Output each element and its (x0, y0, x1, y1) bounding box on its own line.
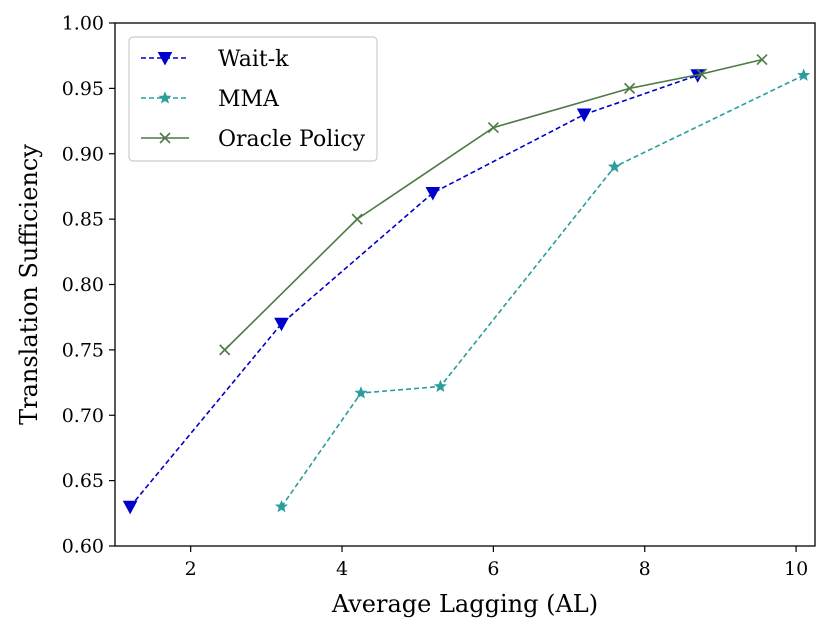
series-layer (122, 54, 811, 515)
data-point (274, 499, 288, 513)
x-tick-label: 10 (784, 558, 808, 580)
data-point (797, 68, 811, 81)
data-point (219, 344, 231, 356)
data-point (122, 500, 138, 515)
data-point (425, 186, 441, 201)
data-point (576, 108, 592, 123)
legend-marker (159, 132, 171, 144)
x-marker-stroke (351, 213, 363, 225)
series-mma (274, 68, 811, 513)
y-tick-label: 0.60 (62, 536, 104, 558)
y-axis: 0.60 0.65 0.70 0.75 0.80 0.85 0.90 0.95 1.00 (62, 13, 115, 558)
data-point (274, 317, 289, 332)
legend-item: MMA (141, 87, 280, 112)
legend-label: Wait-k (218, 47, 289, 72)
legend-item: Oracle Policy (141, 127, 366, 152)
y-tick-label: 0.90 (62, 143, 104, 165)
y-tick-label: 0.80 (62, 274, 104, 296)
x-tick-label: 6 (487, 558, 499, 580)
y-axis-title: Translation Sufficiency (15, 144, 43, 425)
legend-box (128, 36, 378, 162)
x-marker-stroke (624, 82, 636, 94)
data-point (354, 386, 368, 399)
x-tick-label: 2 (185, 558, 197, 580)
x-marker-stroke (159, 132, 171, 144)
series-oracle-policy (219, 54, 768, 356)
x-marker-stroke (487, 122, 499, 134)
data-point (487, 122, 499, 134)
data-point (351, 213, 363, 225)
y-tick-label: 0.95 (62, 78, 104, 100)
x-tick-label: 8 (639, 558, 651, 580)
y-tick-label: 0.65 (62, 470, 104, 492)
y-tick-label: 0.75 (62, 339, 104, 361)
series-line (129, 74, 698, 508)
legend-item: Wait-k (141, 47, 289, 72)
x-tick-label: 4 (336, 558, 348, 580)
legend-label: Oracle Policy (218, 127, 366, 152)
data-point (756, 54, 768, 66)
data-point (433, 379, 447, 393)
legend-marker (158, 91, 172, 104)
x-marker-stroke (756, 54, 768, 66)
y-tick-label: 1.00 (62, 13, 104, 35)
x-axis-title: Average Lagging (AL) (331, 590, 598, 618)
series-line (224, 58, 763, 351)
data-point (624, 82, 636, 94)
data-point (607, 159, 621, 173)
legend-label: MMA (218, 87, 280, 112)
y-tick-label: 0.85 (62, 209, 104, 231)
x-marker-stroke (695, 68, 708, 80)
legend: Wait-k MMA Oracle Policy (128, 36, 378, 162)
data-point (695, 68, 708, 80)
legend-marker (157, 51, 173, 66)
y-tick-label: 0.70 (62, 405, 104, 427)
x-marker-stroke (219, 344, 231, 356)
x-axis: 2 4 6 8 10 (185, 546, 808, 580)
